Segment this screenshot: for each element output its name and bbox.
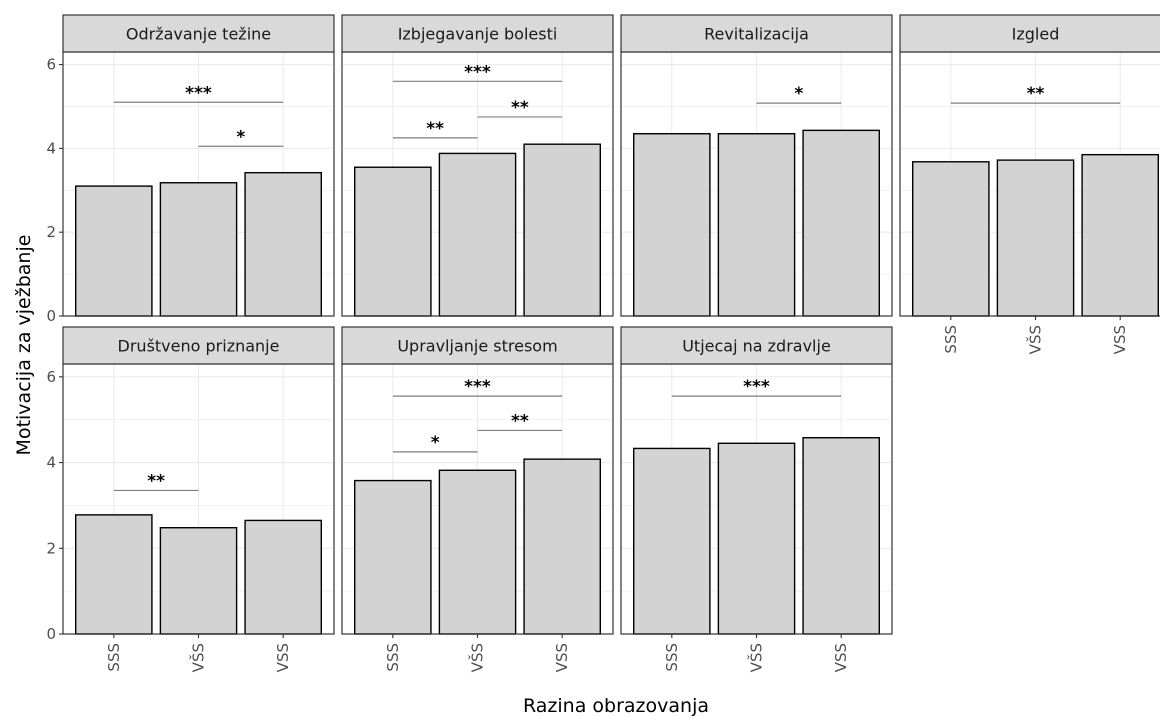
x-tick-label: VSS xyxy=(832,643,850,672)
significance-label: * xyxy=(794,84,803,104)
bar xyxy=(717,442,796,635)
y-tick-label: 2 xyxy=(46,223,56,241)
significance-label: ** xyxy=(1027,84,1045,104)
bar xyxy=(244,519,322,635)
significance-label: *** xyxy=(185,83,212,103)
bar xyxy=(244,171,322,317)
strip-background xyxy=(341,326,614,365)
significance-label: *** xyxy=(464,377,491,397)
x-tick-label: VŠS xyxy=(189,643,208,672)
facet-panel: ** Izgled SSS VŠS VSS xyxy=(899,14,1160,354)
significance-label: ** xyxy=(511,98,529,118)
x-tick-label: VŠS xyxy=(747,643,766,672)
bar xyxy=(75,185,153,317)
bar xyxy=(75,514,153,635)
significance-label: *** xyxy=(743,377,770,397)
strip-background xyxy=(899,14,1160,53)
x-tick-label: VSS xyxy=(553,643,571,672)
bar xyxy=(438,469,517,635)
x-tick-label: VSS xyxy=(274,643,292,672)
significance-label: * xyxy=(236,127,245,147)
x-tick-label: SSS xyxy=(942,325,960,354)
bar xyxy=(438,152,517,317)
strip-title: Revitalizacija xyxy=(704,25,809,44)
strip-background xyxy=(62,14,335,53)
bar xyxy=(354,166,432,317)
bar xyxy=(523,458,601,635)
strip-title: Upravljanje stresom xyxy=(397,337,557,356)
bar xyxy=(633,447,711,635)
bar xyxy=(159,527,238,635)
x-tick-label: VSS xyxy=(1111,325,1129,354)
bar xyxy=(354,479,432,635)
significance-label: ** xyxy=(511,411,529,431)
x-tick-label: SSS xyxy=(105,643,123,672)
y-tick-label: 0 xyxy=(46,625,56,643)
strip-background xyxy=(620,14,893,53)
significance-label: * xyxy=(431,433,440,453)
strip-title: Utjecaj na zdravlje xyxy=(682,337,831,356)
x-tick-label: VŠS xyxy=(1026,325,1045,354)
x-tick-label: VŠS xyxy=(468,643,487,672)
y-tick-label: 4 xyxy=(46,454,56,472)
x-axis-title: Razina obrazovanja xyxy=(523,695,709,717)
bar xyxy=(717,133,796,317)
significance-label: ** xyxy=(426,119,444,139)
strip-title: Izbjegavanje bolesti xyxy=(398,25,558,44)
bar xyxy=(802,129,880,317)
facet-panel: * Revitalizacija xyxy=(620,14,893,317)
bar xyxy=(523,143,601,317)
facet-panel: ** Društveno priznanje 0 2 4 6 SSS VŠS VSS xyxy=(46,326,335,672)
y-tick-label: 0 xyxy=(46,307,56,325)
x-tick-label: SSS xyxy=(663,643,681,672)
strip-background xyxy=(341,14,614,53)
y-tick-label: 6 xyxy=(46,56,56,74)
y-tick-label: 4 xyxy=(46,139,56,157)
strip-background xyxy=(620,326,893,365)
bar xyxy=(996,159,1075,317)
strip-title: Društveno priznanje xyxy=(118,337,280,356)
x-tick-label: SSS xyxy=(384,643,402,672)
y-tick-label: 6 xyxy=(46,368,56,386)
bar xyxy=(912,161,990,317)
bar xyxy=(633,133,711,317)
bar xyxy=(802,437,880,635)
strip-title: Izgled xyxy=(1012,25,1060,44)
facet-panel: *******Izbjegavanje bolesti xyxy=(341,14,614,317)
strip-background xyxy=(62,326,335,365)
strip-title: Održavanje težine xyxy=(126,25,271,44)
y-tick-label: 2 xyxy=(46,539,56,557)
y-axis-title: Motivacija za vježbanje xyxy=(13,235,35,456)
bar xyxy=(159,182,238,317)
facet-panel: *** Utjecaj na zdravlje SSS VŠS VSS xyxy=(620,326,893,672)
significance-label: *** xyxy=(464,62,491,82)
bar xyxy=(1081,153,1159,317)
significance-label: ** xyxy=(147,471,165,491)
